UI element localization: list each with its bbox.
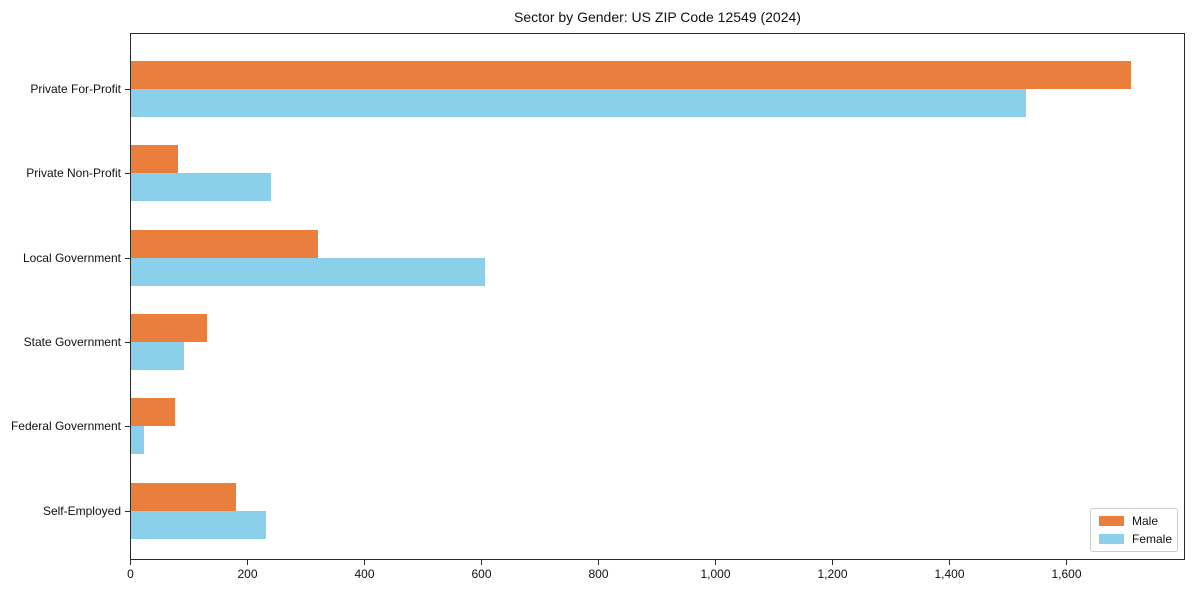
x-tick-800 — [598, 560, 599, 565]
x-axis-label-1200: 1,200 — [817, 567, 848, 581]
y-tick-self-employed — [125, 510, 130, 512]
bar-male-self-employed — [131, 482, 236, 511]
y-axis-label-local-government: Local Government — [22, 250, 121, 265]
bar-female-self-employed — [131, 510, 266, 539]
x-axis-label-1600: 1,600 — [1051, 567, 1082, 581]
bar-male-federal-government — [131, 398, 175, 427]
chart-title: Sector by Gender: US ZIP Code 12549 (202… — [514, 9, 801, 25]
bar-male-state-government — [131, 313, 207, 342]
female-swatch — [1099, 534, 1124, 544]
y-axis-label-self-employed: Self-Employed — [42, 503, 121, 518]
y-tick-state-government — [125, 341, 130, 343]
bar-male-local-government — [131, 229, 318, 258]
x-tick-600 — [481, 560, 482, 565]
y-tick-private-for-profit — [125, 89, 130, 90]
x-axis-label-400: 400 — [354, 567, 375, 581]
bar-male-private-for-profit — [131, 61, 1131, 89]
x-tick-1000 — [715, 560, 716, 565]
y-axis-label-private-for-profit: Private For-Profit — [30, 82, 121, 96]
y-axis-label-private-non-profit: Private Non-Profit — [26, 166, 121, 181]
x-axis-label-200: 200 — [237, 567, 258, 581]
bar-female-private-non-profit — [131, 173, 271, 202]
bar-male-private-non-profit — [131, 145, 178, 174]
male-swatch — [1099, 516, 1124, 526]
y-axis-label-federal-government: Federal Government — [10, 419, 121, 434]
y-tick-private-non-profit — [125, 173, 130, 175]
legend-item-female: Female — [1099, 532, 1173, 546]
legend-label-male: Male — [1132, 514, 1159, 528]
bar-female-local-government — [131, 257, 485, 286]
plot-area — [130, 33, 1185, 560]
x-tick-400 — [364, 560, 365, 565]
x-tick-1200 — [832, 560, 833, 565]
legend: Male Female — [1090, 508, 1178, 552]
y-tick-local-government — [125, 257, 130, 259]
x-axis-label-800: 800 — [588, 567, 609, 581]
x-tick-1400 — [949, 560, 950, 565]
bar-female-federal-government — [131, 426, 144, 455]
x-axis-label-1400: 1,400 — [934, 567, 965, 581]
x-axis-label-0: 0 — [127, 567, 134, 581]
y-tick-federal-government — [125, 426, 130, 428]
x-tick-1600 — [1066, 560, 1067, 565]
x-tick-0 — [130, 560, 131, 565]
x-tick-200 — [247, 560, 248, 565]
x-axis-label-1000: 1,000 — [700, 567, 731, 581]
x-axis-label-600: 600 — [471, 567, 492, 581]
legend-label-female: Female — [1132, 532, 1173, 546]
bar-female-state-government — [131, 341, 184, 370]
bar-female-private-for-profit — [131, 89, 1026, 117]
y-axis-label-state-government: State Government — [23, 334, 121, 349]
legend-item-male: Male — [1099, 515, 1169, 527]
